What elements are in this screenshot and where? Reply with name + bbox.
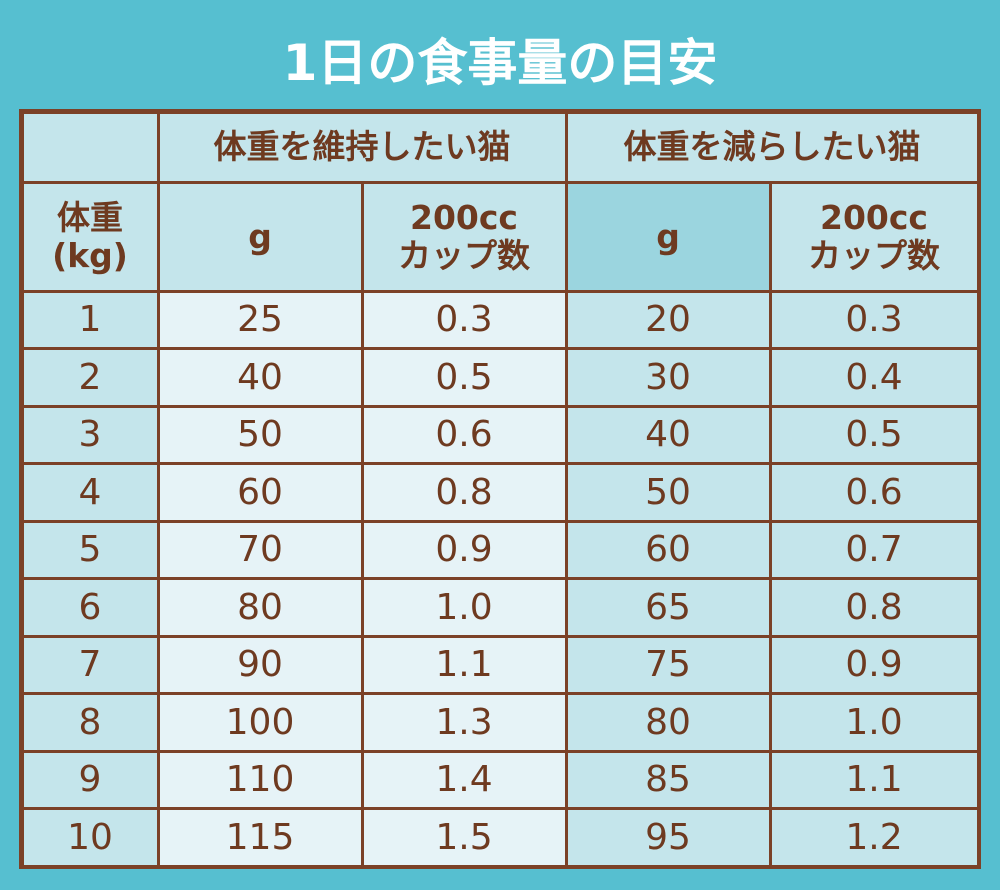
table-cell: 40 [567,407,769,462]
table-cell: 75 [567,637,769,692]
table-cell: 1.3 [363,695,565,750]
column-header: 200cc カップ数 [363,183,565,290]
table-cell: 8 [23,695,157,750]
table-cell: 0.3 [771,292,977,347]
column-header: g [159,183,361,290]
table-cell: 80 [567,695,769,750]
table-cell: 0.8 [363,465,565,520]
table-cell: 1.4 [363,752,565,807]
table-cell: 0.9 [363,522,565,577]
table-cell: 5 [23,522,157,577]
table-cell: 65 [567,580,769,635]
table-cell: 50 [567,465,769,520]
table-cell: 115 [159,810,361,865]
table-cell: 90 [159,637,361,692]
column-header: 200cc カップ数 [771,183,977,290]
table-cell: 4 [23,465,157,520]
table-cell: 60 [159,465,361,520]
table-cell: 0.6 [771,465,977,520]
group-header: 体重を維持したい猫 [159,113,565,181]
table-cell: 0.8 [771,580,977,635]
column-header: 体重 (kg) [23,183,157,290]
table-cell: 1.0 [363,580,565,635]
table-cell: 1.2 [771,810,977,865]
table-cell: 85 [567,752,769,807]
table-cell: 2 [23,350,157,405]
table-cell: 0.7 [771,522,977,577]
table-cell: 1.1 [363,637,565,692]
table-cell: 20 [567,292,769,347]
table-cell: 40 [159,350,361,405]
table-cell: 9 [23,752,157,807]
table-cell: 1.1 [771,752,977,807]
table-cell: 6 [23,580,157,635]
table-cell: 50 [159,407,361,462]
table-cell: 25 [159,292,361,347]
table-cell: 1.0 [771,695,977,750]
table-cell: 110 [159,752,361,807]
table-cell: 30 [567,350,769,405]
table-cell: 0.4 [771,350,977,405]
table-cell: 95 [567,810,769,865]
table-cell: 10 [23,810,157,865]
table-cell: 70 [159,522,361,577]
table-cell: 3 [23,407,157,462]
table-cell: 7 [23,637,157,692]
table-cell: 1.5 [363,810,565,865]
corner-cell [23,113,157,181]
table-cell: 80 [159,580,361,635]
table-cell: 100 [159,695,361,750]
table-cell: 0.5 [363,350,565,405]
table: 体重を維持したい猫 体重を減らしたい猫 体重 (kg) g 200cc カップ数 g 200… [19,109,981,869]
column-header: g [567,183,769,290]
table-cell: 0.3 [363,292,565,347]
table-cell: 60 [567,522,769,577]
table-cell: 1 [23,292,157,347]
table-cell: 0.5 [771,407,977,462]
table-cell: 0.6 [363,407,565,462]
title: 1日の食事量の目安 [282,34,718,92]
table-cell: 0.9 [771,637,977,692]
group-header: 体重を減らしたい猫 [567,113,977,181]
